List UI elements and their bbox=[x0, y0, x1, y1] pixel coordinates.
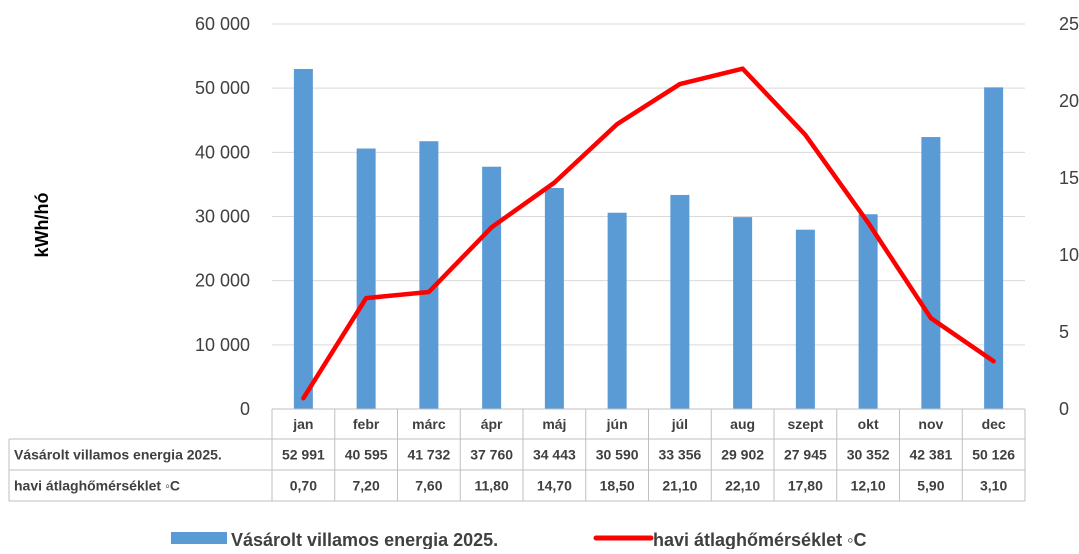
legend-swatch-bar bbox=[171, 532, 227, 544]
bar bbox=[607, 212, 627, 409]
data-label: 41 732 bbox=[407, 447, 450, 463]
y2-tick-label: 0 bbox=[1059, 399, 1069, 419]
table-row-label: Vásárolt villamos energia 2025. bbox=[14, 447, 222, 463]
data-label: 21,10 bbox=[662, 478, 697, 494]
x-tick-label: máj bbox=[542, 416, 566, 432]
data-label: 5,90 bbox=[917, 478, 944, 494]
bar bbox=[356, 148, 376, 409]
x-tick-label: okt bbox=[858, 416, 879, 432]
data-label: 50 126 bbox=[972, 447, 1015, 463]
series-line bbox=[301, 66, 996, 401]
x-tick-label: febr bbox=[353, 416, 380, 432]
data-label: 17,80 bbox=[788, 478, 823, 494]
y-tick-label: 60 000 bbox=[195, 14, 250, 34]
bar bbox=[733, 217, 753, 409]
data-label: 0,70 bbox=[290, 478, 317, 494]
y2-tick-label: 20 bbox=[1059, 91, 1079, 111]
bar bbox=[670, 194, 690, 409]
bar bbox=[293, 68, 313, 409]
bar bbox=[984, 87, 1004, 410]
bar bbox=[419, 141, 439, 409]
table-row-label: havi átlaghőmérséklet ◦C bbox=[14, 478, 180, 494]
x-tick-label: júl bbox=[671, 416, 688, 432]
data-label: 33 356 bbox=[658, 447, 701, 463]
y-tick-label: 20 000 bbox=[195, 271, 250, 291]
y2-tick-label: 10 bbox=[1059, 245, 1079, 265]
line-series bbox=[301, 66, 996, 401]
legend-label: Vásárolt villamos energia 2025. bbox=[231, 530, 498, 549]
data-label: 12,10 bbox=[851, 478, 886, 494]
y2-tick-label: 25 bbox=[1059, 14, 1079, 34]
x-tick-label: nov bbox=[918, 416, 943, 432]
x-tick-label: márc bbox=[412, 416, 446, 432]
data-label: 42 381 bbox=[909, 447, 952, 463]
data-label: 40 595 bbox=[345, 447, 388, 463]
data-label: 7,60 bbox=[415, 478, 442, 494]
y2-tick-label: 5 bbox=[1059, 322, 1069, 342]
data-label: 34 443 bbox=[533, 447, 576, 463]
data-label: 52 991 bbox=[282, 447, 325, 463]
x-tick-label: jan bbox=[292, 416, 313, 432]
gridlines bbox=[272, 23, 1025, 346]
data-label: 22,10 bbox=[725, 478, 760, 494]
data-label: 29 902 bbox=[721, 447, 764, 463]
bar bbox=[921, 137, 941, 410]
bar bbox=[544, 187, 564, 409]
data-label: 11,80 bbox=[474, 478, 508, 494]
data-label: 37 760 bbox=[470, 447, 513, 463]
bar-series bbox=[293, 68, 1004, 410]
y-tick-label: 40 000 bbox=[195, 142, 250, 162]
bar bbox=[858, 214, 878, 409]
y-tick-label: 50 000 bbox=[195, 78, 250, 98]
y-axis-label: kWh/hó bbox=[32, 193, 52, 258]
y-tick-label: 10 000 bbox=[195, 335, 250, 355]
axes: 0 10 000 20 000 30 000 40 000 50 000 60 000 0 5 1… bbox=[195, 14, 1079, 419]
legend-label: havi átlaghőmérséklet ◦C bbox=[653, 530, 866, 549]
x-tick-label: szept bbox=[787, 416, 823, 432]
data-label: 18,50 bbox=[600, 478, 635, 494]
legend: Vásárolt villamos energia 2025. havi átla… bbox=[171, 530, 866, 550]
y-tick-label: 0 bbox=[240, 399, 250, 419]
bar bbox=[482, 166, 502, 409]
data-label: 7,20 bbox=[353, 478, 380, 494]
x-tick-label: aug bbox=[730, 416, 755, 432]
y-tick-label: 30 000 bbox=[195, 207, 250, 227]
data-label: 3,10 bbox=[980, 478, 1007, 494]
x-tick-label: ápr bbox=[481, 416, 503, 432]
bar bbox=[795, 229, 815, 409]
x-tick-label: dec bbox=[982, 416, 1006, 432]
data-table: jan febr márc ápr máj jún júl aug szept okt nov dec… bbox=[8, 408, 1026, 502]
data-label: 27 945 bbox=[784, 447, 827, 463]
data-label: 14,70 bbox=[537, 478, 572, 494]
data-label: 30 352 bbox=[847, 447, 890, 463]
y2-tick-label: 15 bbox=[1059, 168, 1079, 188]
data-label: 30 590 bbox=[596, 447, 639, 463]
x-tick-label: jún bbox=[606, 416, 628, 432]
